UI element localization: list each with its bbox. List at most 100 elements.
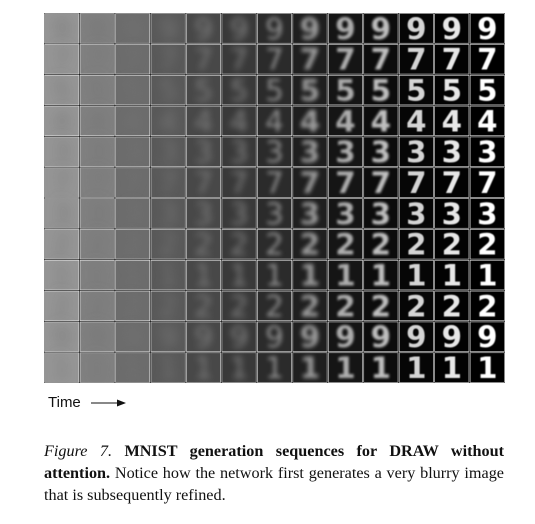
grid-cell: 1 (292, 351, 328, 383)
grid-cell: 4 (327, 104, 363, 138)
grid-cell-background (434, 105, 470, 137)
grid-cell: 9 (398, 13, 434, 46)
grid-cell-background (79, 321, 115, 352)
grid-cell: 7 (327, 43, 363, 77)
digit-glyph: 1 (159, 259, 178, 293)
grid-cell: 5 (292, 74, 328, 108)
grid-cell: 1 (469, 351, 505, 383)
grid-cell-background (469, 290, 505, 322)
grid-cell: 5 (398, 74, 434, 108)
digit-glyph: 7 (371, 43, 391, 77)
digit-glyph: 3 (52, 135, 71, 169)
digit-glyph: 7 (230, 166, 249, 200)
grid-cell-background (221, 44, 257, 75)
grid-cell-background (221, 229, 257, 260)
grid-cell: 7 (186, 166, 222, 200)
grid-cell-background (398, 290, 434, 322)
digit-glyph: 7 (442, 166, 462, 200)
grid-cell: 7 (186, 43, 222, 77)
grid-cell-background (327, 105, 363, 137)
grid-cell: 7 (115, 166, 151, 200)
grid-cell-background (363, 136, 399, 167)
digit-glyph: 5 (335, 74, 355, 108)
grid-cell: 2 (115, 289, 151, 323)
grid-cell-background (150, 44, 186, 75)
grid-cell-background (292, 229, 328, 260)
digit-glyph: 7 (88, 43, 107, 77)
grid-cell-background (150, 105, 186, 137)
digit-glyph: 2 (88, 289, 107, 323)
digit-glyph: 9 (406, 320, 426, 354)
grid-cell: 9 (292, 320, 328, 354)
grid-cell-background (363, 290, 399, 322)
grid-cell-background (363, 198, 399, 229)
grid-cell: 2 (327, 228, 363, 262)
digit-glyph: 7 (194, 166, 213, 200)
digit-glyph: 9 (442, 13, 462, 46)
grid-cell-background (221, 167, 257, 198)
grid-cell: 5 (79, 74, 115, 108)
grid-cell: 2 (469, 289, 505, 323)
digit-glyph: 9 (230, 13, 249, 46)
grid-cell: 9 (434, 320, 470, 354)
grid-cell: 2 (221, 289, 257, 323)
digit-glyph: 9 (230, 320, 249, 354)
digit-glyph: 2 (123, 289, 142, 323)
grid-cell-background (150, 259, 186, 291)
digit-glyph: 3 (442, 135, 462, 169)
grid-cell-background (434, 321, 470, 352)
digit-glyph: 3 (194, 197, 213, 231)
grid-cell-background (44, 167, 80, 198)
grid-cell: 3 (469, 197, 505, 231)
grid-cell: 3 (257, 135, 292, 169)
grid-cell: 5 (257, 74, 292, 108)
digit-glyph: 1 (88, 259, 107, 293)
grid-cell-background (327, 321, 363, 352)
figure-caption: Figure 7. MNIST generation sequences for… (44, 440, 504, 506)
grid-cell-background (221, 74, 257, 106)
digit-glyph: 9 (123, 320, 142, 354)
grid-cell-background (327, 44, 363, 75)
grid-cell: 1 (469, 259, 505, 293)
grid-cell-background (434, 74, 470, 106)
grid-cell: 5 (327, 74, 363, 108)
grid-cell-background (434, 13, 470, 44)
grid-cell-background (115, 13, 151, 44)
grid-cell: 3 (363, 135, 399, 169)
digit-glyph: 2 (52, 228, 71, 262)
grid-cell-background (292, 13, 328, 44)
grid-cell-background (469, 259, 505, 291)
digit-glyph: 2 (371, 228, 391, 262)
grid-cell-background (327, 352, 363, 383)
digit-glyph: 5 (52, 74, 71, 108)
grid-cell: 3 (79, 135, 115, 169)
grid-cell: 5 (150, 74, 186, 108)
grid-cell: 9 (327, 320, 363, 354)
digit-glyph: 7 (123, 166, 142, 200)
digit-glyph: 2 (52, 289, 71, 323)
grid-cell: 3 (292, 135, 328, 169)
digit-glyph: 1 (88, 351, 107, 383)
grid-cell: 3 (115, 135, 151, 169)
grid-cell-background (115, 105, 151, 137)
grid-cell: 9 (115, 320, 151, 354)
digit-glyph: 9 (123, 13, 142, 46)
grid-cell-background (115, 321, 151, 352)
digit-glyph: 5 (442, 74, 462, 108)
grid-cell: 3 (434, 135, 470, 169)
time-axis: Time (48, 394, 127, 411)
grid-cell: 3 (186, 197, 222, 231)
grid-cell-background (434, 352, 470, 383)
grid-cell-background (150, 136, 186, 167)
grid-cell: 1 (221, 351, 257, 383)
grid-cell: 2 (434, 289, 470, 323)
digit-glyph: 5 (159, 74, 178, 108)
digit-glyph: 7 (300, 43, 320, 77)
grid-cell-background (186, 74, 222, 106)
grid-cell: 3 (327, 197, 363, 231)
digit-glyph: 1 (265, 351, 284, 383)
grid-cell: 1 (327, 351, 363, 383)
digit-glyph: 1 (335, 351, 355, 383)
digit-glyph: 3 (123, 135, 142, 169)
grid-cell: 5 (221, 74, 257, 108)
